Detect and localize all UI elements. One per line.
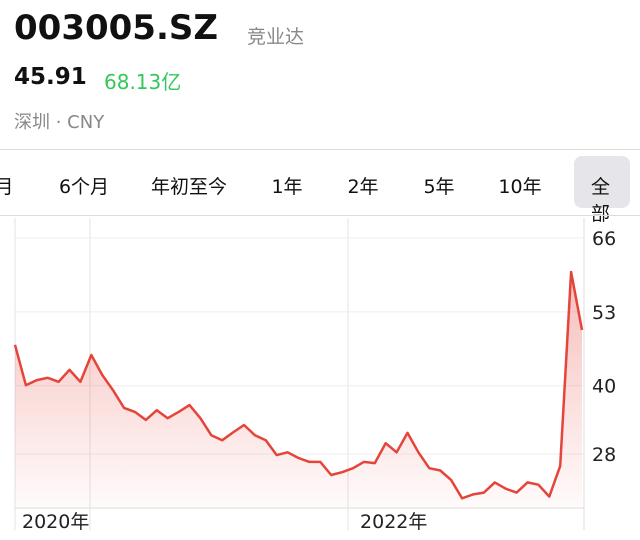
divider	[0, 149, 640, 150]
market-cap: 68.13亿	[104, 70, 182, 94]
range-tab[interactable]: 月	[0, 176, 14, 198]
range-tab[interactable]: 10年	[498, 176, 542, 198]
symbol: 003005.SZ	[14, 8, 218, 48]
divider	[0, 215, 640, 216]
y-tick-label: 28	[592, 444, 616, 466]
y-tick-label: 53	[592, 302, 616, 324]
range-tab[interactable]: 全部	[591, 176, 611, 225]
range-tab[interactable]: 年初至今	[150, 176, 228, 198]
area	[15, 272, 582, 508]
price: 45.91	[14, 64, 87, 90]
y-tick-label: 66	[592, 228, 616, 250]
company-name: 竞业达	[247, 26, 305, 48]
range-tab[interactable]: 1年	[271, 176, 303, 198]
range-tab[interactable]: 2年	[347, 176, 379, 198]
range-tab[interactable]: 5年	[423, 176, 455, 198]
range-tab[interactable]: 6个月	[58, 176, 110, 198]
selected-tab-bg	[574, 156, 630, 208]
exchange: 深圳 · CNY	[14, 112, 105, 133]
x-tick-label: 2020年	[22, 511, 89, 533]
price-line	[13, 270, 584, 500]
y-tick-label: 40	[592, 376, 616, 398]
x-tick-label: 2022年	[360, 511, 427, 533]
